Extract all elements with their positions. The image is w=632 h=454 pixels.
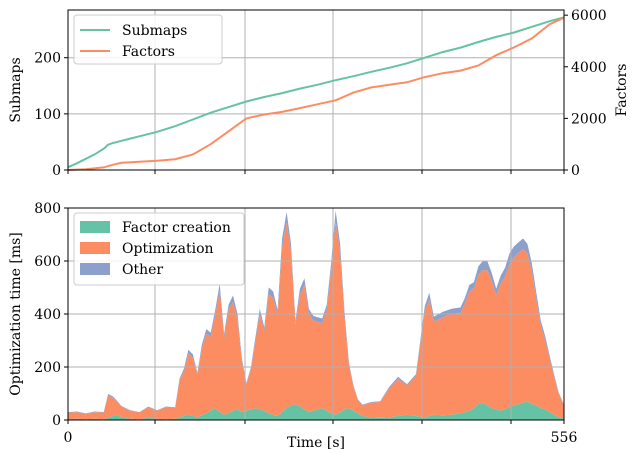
y-tick-label: 0 xyxy=(52,163,61,179)
y-tick-label: 600 xyxy=(34,254,61,270)
legend-label: Factors xyxy=(122,44,175,60)
y-tick-label: 200 xyxy=(34,51,61,67)
legend-label: Other xyxy=(122,262,163,278)
y-axis-label: Submaps xyxy=(8,57,24,122)
area-optimization xyxy=(68,221,564,420)
y-right-tick-label: 6000 xyxy=(571,8,607,24)
legend-swatch xyxy=(80,263,110,275)
x-tick-label: 0 xyxy=(64,430,73,446)
legend-label: Submaps xyxy=(122,23,187,39)
series-line-submaps xyxy=(67,16,565,169)
legend-label: Optimization xyxy=(122,241,214,257)
y-right-axis-label: Factors xyxy=(614,64,630,117)
legend-swatch xyxy=(80,242,110,254)
optimization-time-panel: 0 200 400 600 800 0 556 Time [s] Optimization ti… xyxy=(8,201,578,451)
series-line-factors xyxy=(67,16,565,171)
y-tick-label: 0 xyxy=(52,413,61,429)
y-tick-label: 200 xyxy=(34,360,61,376)
legend-box xyxy=(73,212,245,286)
x-tick-label: 556 xyxy=(551,430,578,446)
y-right-tick-label: 0 xyxy=(571,163,580,179)
area-factor-creation xyxy=(68,401,564,420)
legend: Factor creation Optimization Other xyxy=(73,212,245,286)
y-tick-label: 800 xyxy=(34,201,61,217)
legend: Submaps Factors xyxy=(73,14,223,65)
axes-frame xyxy=(67,9,565,171)
y-right-tick-label: 2000 xyxy=(571,111,607,127)
y-axis-label: Optimization time [ms] xyxy=(8,232,24,396)
y-right-tick-label: 4000 xyxy=(571,60,607,76)
x-axis-label: Time [s] xyxy=(287,435,345,449)
legend-box xyxy=(73,14,223,65)
y-tick-label: 100 xyxy=(34,107,61,123)
legend-swatch xyxy=(80,221,110,233)
legend-label: Factor creation xyxy=(122,220,231,236)
y-tick-label: 400 xyxy=(34,307,61,323)
